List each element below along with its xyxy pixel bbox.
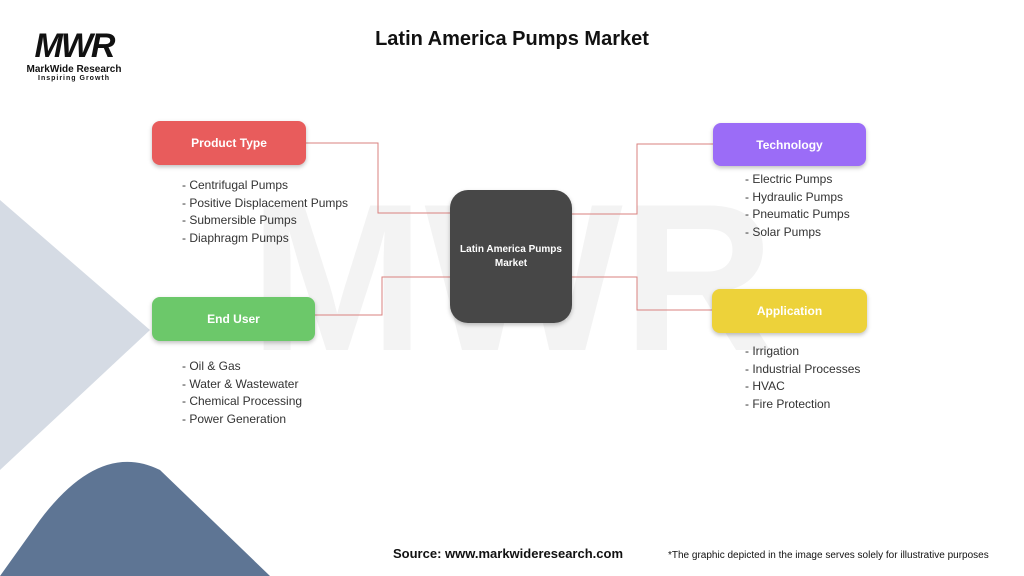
connector-application: [565, 276, 712, 311]
list-item: - Irrigation: [745, 344, 800, 358]
connector-product-type: [306, 142, 450, 214]
logo: MWR MarkWide Research Inspiring Growth: [22, 28, 126, 82]
list-product-type: - Centrifugal Pumps - Positive Displacem…: [182, 177, 348, 247]
list-item: - Industrial Processes: [745, 361, 861, 376]
node-product-type: Product Type: [152, 121, 306, 165]
list-item: - Centrifugal Pumps: [182, 178, 289, 192]
page-title: Latin America Pumps Market: [375, 28, 649, 50]
list-item: - Fire Protection: [745, 396, 831, 411]
list-item: - Pneumatic Pumps: [745, 207, 850, 221]
logo-mark: MWR: [34, 27, 116, 65]
list-item: - Electric Pumps: [745, 172, 833, 186]
disclaimer-note: *The graphic depicted in the image serve…: [668, 550, 989, 561]
list-technology: - Electric Pumps - Hydraulic Pumps - Pne…: [745, 171, 850, 241]
list-item: - Solar Pumps: [745, 224, 822, 239]
list-item: - Oil & Gas: [182, 359, 241, 373]
center-node: Latin America Pumps Market: [450, 190, 572, 323]
logo-brand: MarkWide Research: [26, 64, 122, 75]
list-item: - Submersible Pumps: [182, 213, 297, 227]
connector-end-user: [315, 276, 450, 316]
list-item: - Water & Wastewater: [182, 376, 299, 391]
list-application: - Irrigation - Industrial Processes - HV…: [745, 343, 860, 413]
node-application: Application: [712, 289, 867, 333]
list-item: - Hydraulic Pumps: [745, 189, 844, 204]
node-technology: Technology: [713, 123, 866, 166]
list-item: - HVAC: [745, 379, 785, 393]
node-end-user: End User: [152, 297, 315, 341]
decor-triangle-light: [0, 200, 150, 470]
connectors: [306, 142, 713, 316]
list-end-user: - Oil & Gas - Water & Wastewater - Chemi…: [182, 358, 302, 428]
list-item: - Power Generation: [182, 411, 287, 426]
source-text: Source: www.markwideresearch.com: [393, 546, 624, 561]
list-item: - Positive Displacement Pumps: [182, 195, 349, 210]
list-item: - Chemical Processing: [182, 394, 303, 408]
list-item: - Diaphragm Pumps: [182, 230, 289, 245]
decor-shape-dark: [0, 461, 270, 576]
connector-technology: [565, 143, 713, 215]
logo-tagline: Inspiring Growth: [38, 75, 110, 82]
